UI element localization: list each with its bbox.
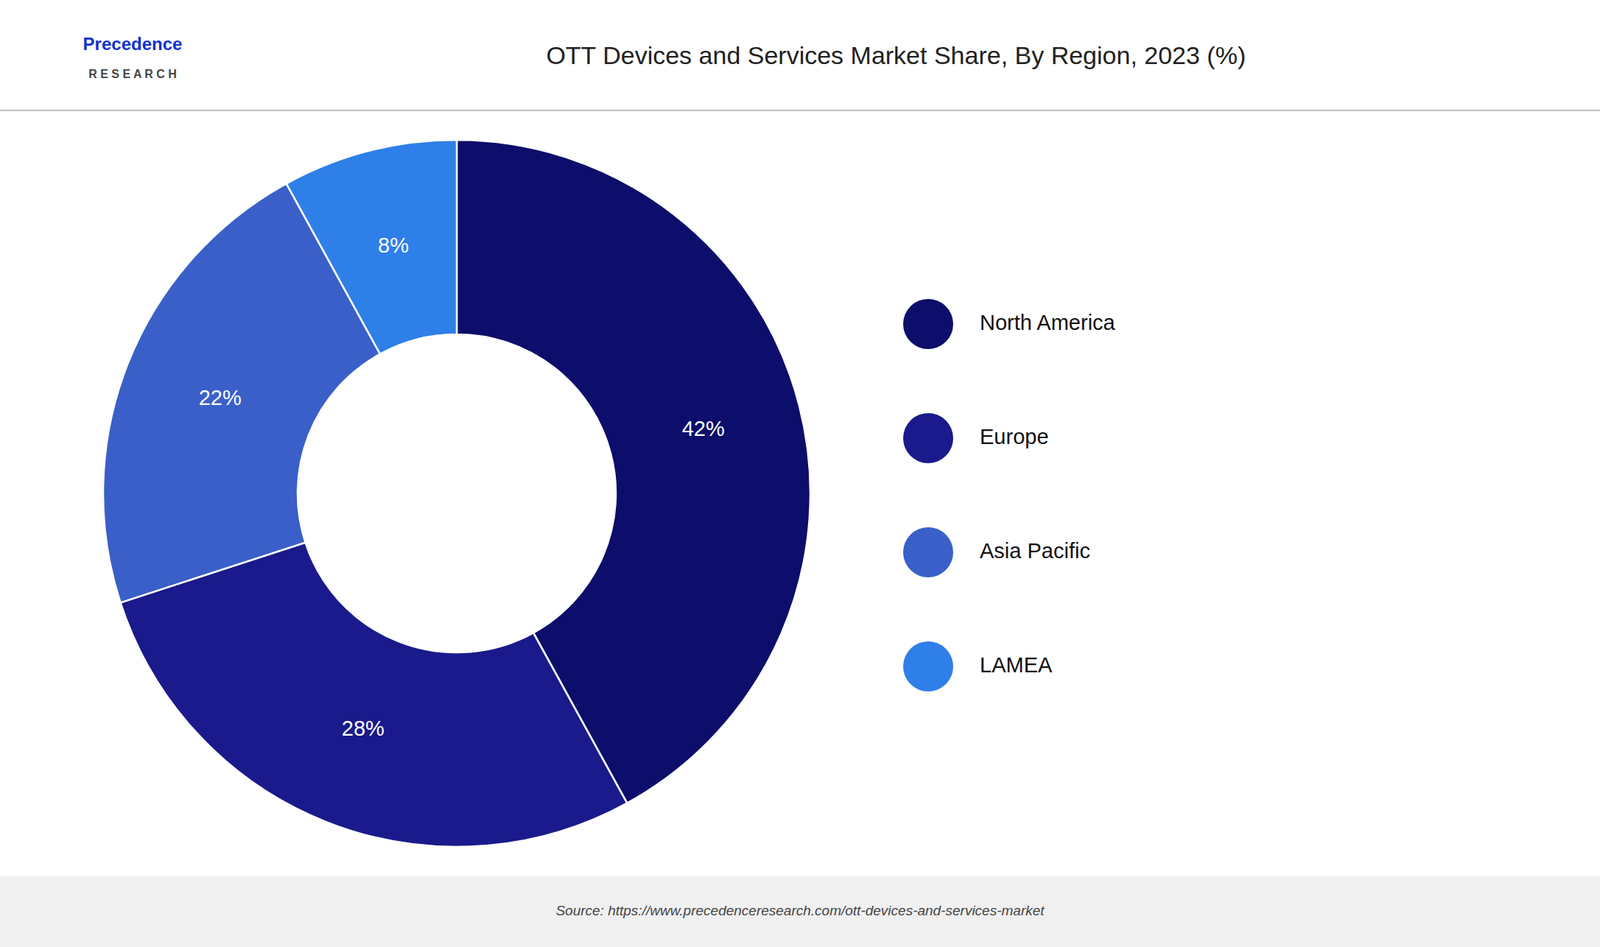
legend: North America Europe Asia Pacific LAMEA — [903, 299, 1117, 692]
data-label: 42% — [682, 416, 725, 441]
legend-swatch — [903, 299, 954, 350]
data-label: 8% — [377, 233, 409, 258]
header-separator — [0, 109, 1600, 112]
legend-item: Europe — [903, 413, 1049, 464]
legend-swatch — [903, 641, 954, 692]
logo-line1: Precedence — [83, 33, 183, 54]
legend-swatch — [903, 527, 954, 578]
legend-item: North America — [903, 299, 1117, 350]
legend-label: LAMEA — [979, 653, 1053, 677]
donut: 42% 28% 22% 8% — [103, 139, 811, 848]
data-label: 22% — [198, 386, 242, 410]
legend-label: Asia Pacific — [979, 539, 1091, 563]
legend-label: Europe — [979, 425, 1049, 449]
data-label: 28% — [341, 716, 385, 741]
footer-background — [0, 876, 1600, 947]
chart: Precedence R E S E A R C H OTT Devices and… — [0, 0, 1600, 947]
chart-title: OTT Devices and Services Market Share, B… — [545, 41, 1246, 70]
legend-item: LAMEA — [903, 641, 1053, 692]
legend-item: Asia Pacific — [903, 527, 1091, 578]
legend-label: North America — [979, 310, 1117, 335]
donut-slice — [120, 542, 627, 848]
donut-slice — [286, 139, 457, 355]
source-text: Source: https://www.precedenceresearch.c… — [555, 903, 1045, 919]
logo-line2: R E S E A R C H — [88, 67, 177, 81]
legend-swatch — [903, 413, 954, 464]
